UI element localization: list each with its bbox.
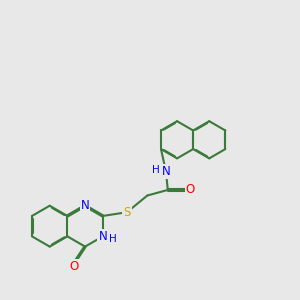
Text: N: N bbox=[162, 165, 170, 178]
Text: O: O bbox=[185, 183, 195, 196]
Text: S: S bbox=[123, 206, 130, 219]
Text: N: N bbox=[98, 230, 107, 243]
Text: H: H bbox=[109, 234, 117, 244]
Text: N: N bbox=[81, 199, 89, 212]
Text: O: O bbox=[69, 260, 79, 273]
Text: H: H bbox=[152, 164, 159, 175]
